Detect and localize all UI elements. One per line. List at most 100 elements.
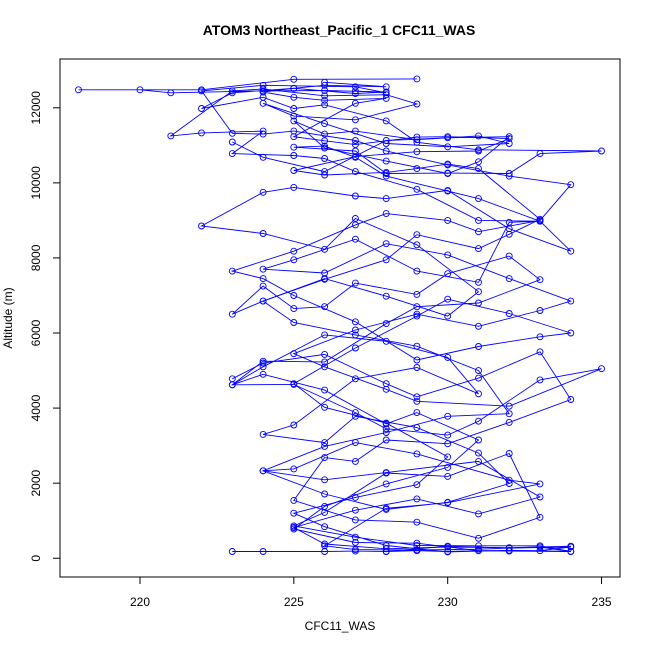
data-point — [351, 506, 359, 514]
data-point — [259, 275, 267, 283]
data-point — [413, 185, 421, 193]
data-point — [505, 418, 513, 426]
data-point — [382, 210, 390, 218]
data-point — [413, 148, 421, 156]
data-point — [259, 370, 267, 378]
data-point — [321, 92, 329, 100]
data-point — [444, 312, 452, 320]
data-point — [228, 129, 236, 137]
data-point — [382, 240, 390, 248]
data-point — [382, 91, 390, 99]
data-point — [475, 457, 482, 465]
data-point — [413, 241, 421, 249]
data-point — [290, 496, 298, 504]
series-layer — [75, 75, 605, 556]
data-point — [536, 513, 544, 521]
data-point — [382, 380, 390, 388]
data-point — [351, 375, 359, 383]
data-point — [351, 153, 359, 161]
data-point — [413, 518, 421, 526]
data-point — [290, 319, 298, 326]
data-point — [475, 367, 482, 375]
data-point — [444, 542, 452, 550]
data-point — [382, 172, 390, 180]
data-point — [382, 168, 390, 176]
y-axis-label: Altitude (m) — [1, 287, 15, 348]
series-line — [231, 81, 571, 552]
data-point — [290, 84, 298, 92]
data-point — [382, 94, 390, 102]
data-point — [290, 133, 298, 141]
data-point — [444, 170, 452, 177]
data-point — [536, 150, 544, 158]
data-point — [351, 99, 359, 107]
series-2 — [167, 85, 575, 553]
data-point — [228, 138, 236, 146]
data-point — [567, 396, 575, 403]
data-point — [290, 117, 298, 125]
data-point — [259, 357, 267, 365]
data-point — [567, 181, 575, 189]
data-point — [413, 100, 421, 108]
data-point — [321, 358, 329, 366]
data-point — [228, 150, 236, 158]
y-tick-label: 2000 — [29, 469, 43, 496]
data-point — [228, 381, 236, 389]
data-point — [290, 247, 298, 255]
y-tick-label: 6000 — [29, 319, 43, 346]
series-4 — [228, 78, 575, 555]
x-axis: 220 225 230 235 — [130, 576, 612, 609]
data-point — [413, 165, 421, 173]
data-point — [351, 235, 359, 243]
data-point — [536, 542, 544, 550]
data-point — [259, 467, 267, 475]
data-point — [382, 117, 390, 125]
data-point — [321, 386, 329, 394]
data-point — [413, 342, 421, 350]
data-point — [505, 140, 513, 147]
data-point — [475, 216, 482, 224]
data-point — [351, 516, 359, 524]
data-point — [167, 132, 175, 140]
data-point — [290, 305, 298, 313]
data-point — [475, 158, 482, 166]
data-point — [321, 454, 329, 462]
data-point — [290, 292, 298, 299]
data-point — [444, 498, 452, 506]
data-point — [444, 463, 452, 471]
data-point — [505, 410, 513, 418]
data-point — [351, 279, 359, 287]
data-point — [351, 493, 359, 501]
data-point — [505, 544, 513, 552]
data-point — [290, 465, 298, 473]
data-point — [413, 481, 421, 489]
data-point — [475, 390, 482, 398]
data-point — [321, 78, 329, 86]
y-tick-label: 4000 — [29, 394, 43, 421]
data-point — [321, 442, 329, 450]
x-tick-label: 220 — [130, 595, 150, 609]
data-point — [475, 534, 482, 542]
data-point — [259, 297, 267, 305]
data-point — [475, 228, 482, 236]
plot-frame — [59, 58, 621, 578]
data-point — [505, 310, 513, 317]
data-point — [321, 523, 329, 531]
data-point — [598, 365, 605, 373]
data-point — [290, 143, 298, 151]
data-point — [351, 318, 359, 326]
data-point — [444, 412, 452, 420]
data-point — [444, 216, 452, 224]
data-point — [475, 322, 482, 330]
data-point — [475, 374, 482, 382]
data-point — [413, 267, 421, 275]
data-point — [290, 93, 298, 101]
data-point — [444, 453, 452, 461]
data-point — [382, 429, 390, 436]
data-point — [321, 403, 329, 411]
data-point — [444, 270, 452, 278]
data-point — [536, 348, 544, 356]
data-point — [475, 165, 482, 173]
data-point — [382, 256, 390, 264]
data-point — [475, 449, 482, 457]
